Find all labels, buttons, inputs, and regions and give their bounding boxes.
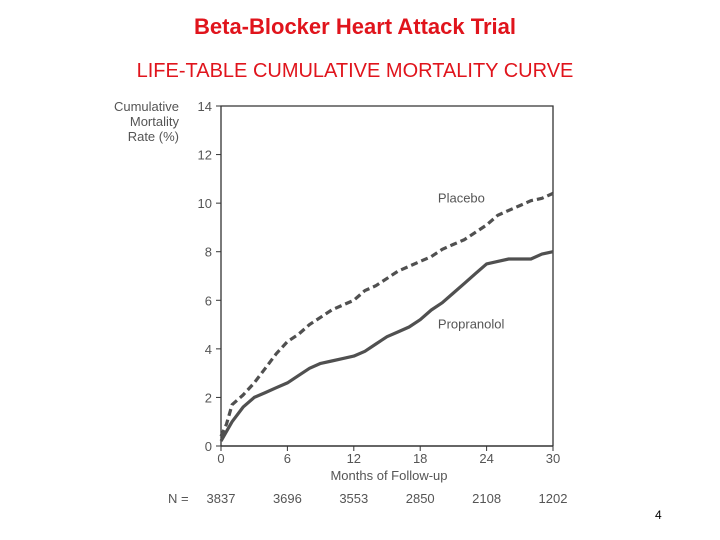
y-tick-label: 6 bbox=[205, 293, 212, 308]
n-at-risk-value: 2108 bbox=[472, 491, 501, 506]
chart-subtitle: LIFE-TABLE CUMULATIVE MORTALITY CURVE bbox=[136, 60, 574, 82]
x-axis-label: Months of Follow-up bbox=[330, 468, 447, 483]
y-axis-label: Mortality bbox=[130, 114, 180, 129]
x-tick-label: 30 bbox=[546, 451, 560, 466]
x-tick-label: 6 bbox=[284, 451, 291, 466]
n-at-risk-value: 3837 bbox=[207, 491, 236, 506]
y-tick-label: 12 bbox=[198, 148, 212, 163]
y-tick-label: 8 bbox=[205, 245, 212, 260]
series-line-propranolol bbox=[219, 250, 554, 442]
y-tick-label: 10 bbox=[198, 196, 212, 211]
n-at-risk-value: 1202 bbox=[539, 491, 568, 506]
y-tick-label: 4 bbox=[205, 342, 212, 357]
x-tick-label: 12 bbox=[347, 451, 361, 466]
x-tick-label: 0 bbox=[217, 451, 224, 466]
y-tick-label: 2 bbox=[205, 390, 212, 405]
plot-frame bbox=[220, 105, 554, 446]
series-label-propranolol: Propranolol bbox=[438, 317, 505, 332]
slide-title: Beta-Blocker Heart Attack Trial bbox=[194, 14, 516, 39]
series-line-placebo bbox=[219, 191, 554, 437]
series-label-placebo: Placebo bbox=[438, 190, 485, 205]
n-at-risk-value: 3553 bbox=[339, 491, 368, 506]
x-tick-label: 24 bbox=[479, 451, 493, 466]
x-tick-label: 18 bbox=[413, 451, 427, 466]
y-axis-label: Rate (%) bbox=[128, 129, 179, 144]
y-tick-label: 14 bbox=[198, 99, 212, 114]
n-at-risk-prefix: N = bbox=[168, 491, 189, 506]
page-number: 4 bbox=[655, 508, 662, 522]
y-tick-label: 0 bbox=[205, 439, 212, 454]
n-at-risk-value: 3696 bbox=[273, 491, 302, 506]
n-at-risk-value: 2850 bbox=[406, 491, 435, 506]
y-axis-label: Cumulative bbox=[114, 99, 179, 114]
